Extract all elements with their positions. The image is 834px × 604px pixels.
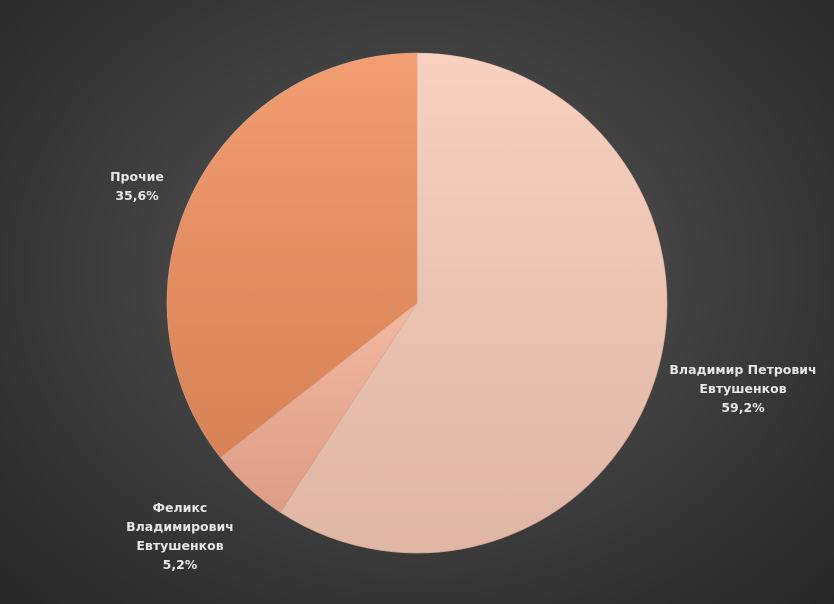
value-label: 59,2% [721, 400, 765, 415]
category-label: Феликс Владимирович Евтушенков [126, 500, 234, 553]
slice-shade [220, 303, 417, 513]
data-label: Феликс Владимирович Евтушенков 5,2% [120, 498, 240, 574]
category-label: Владимир Петрович Евтушенков [669, 362, 817, 396]
value-label: 5,2% [162, 557, 198, 572]
data-label: Владимир Петрович Евтушенков 59,2% [663, 360, 823, 417]
slice-shade [280, 53, 667, 553]
category-label: Прочие [110, 169, 164, 184]
data-label: Прочие 35,6% [77, 167, 197, 205]
slice-shade [166, 53, 417, 458]
value-label: 35,6% [115, 188, 159, 203]
